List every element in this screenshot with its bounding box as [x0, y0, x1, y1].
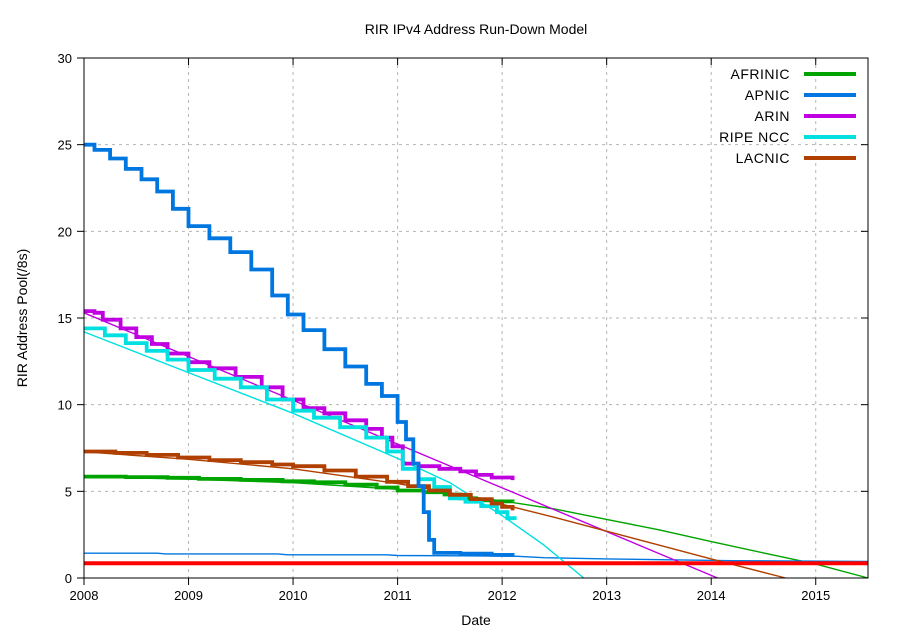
series-lacnic-model-line — [83, 451, 786, 579]
y-tick-label: 0 — [65, 571, 72, 586]
legend-item-arin: ARIN — [719, 105, 856, 126]
x-tick-label: 2009 — [174, 588, 203, 603]
x-tick-label: 2015 — [801, 588, 830, 603]
legend-label: APNIC — [744, 86, 790, 103]
legend-swatch — [804, 71, 856, 76]
legend-label: LACNIC — [735, 149, 790, 166]
series-ripe-ncc-model-line — [83, 331, 585, 579]
x-tick-label: 2011 — [384, 588, 412, 603]
legend-item-ripe-ncc: RIPE NCC — [719, 126, 856, 147]
legend-item-apnic: APNIC — [719, 84, 856, 105]
x-tick-label: 2013 — [592, 588, 621, 603]
y-tick-label: 30 — [58, 51, 72, 66]
y-tick-label: 20 — [58, 224, 72, 239]
series-ripe-ncc-actual-line — [84, 326, 517, 521]
series-arin-actual-line — [84, 309, 515, 481]
legend-swatch — [804, 113, 856, 118]
legend-label: AFRINIC — [730, 65, 790, 82]
series-apnic-actual-line — [84, 142, 515, 557]
chart-title: RIR IPv4 Address Run-Down Model — [364, 21, 588, 37]
legend: AFRINIC APNIC ARIN RIPE NCC LACNIC — [719, 63, 856, 168]
x-tick-label: 2014 — [697, 588, 726, 603]
x-tick-label: 2010 — [279, 588, 308, 603]
legend-item-lacnic: LACNIC — [719, 147, 856, 168]
series-lacnic-actual-line — [84, 449, 515, 511]
legend-swatch — [804, 155, 856, 160]
legend-item-afrinic: AFRINIC — [719, 63, 856, 84]
y-axis-label: RIR Address Pool(/8s) — [14, 248, 30, 388]
x-axis-label: Date — [461, 612, 491, 628]
legend-swatch — [804, 134, 856, 139]
legend-swatch — [804, 92, 856, 97]
x-tick-label: 2012 — [488, 588, 517, 603]
y-tick-label: 10 — [58, 398, 72, 413]
legend-label: RIPE NCC — [719, 128, 790, 145]
legend-label: ARIN — [754, 107, 790, 124]
y-tick-label: 15 — [58, 311, 72, 326]
x-tick-label: 2008 — [70, 588, 99, 603]
series-apnic-model-line — [84, 552, 869, 563]
y-tick-label: 5 — [65, 484, 72, 499]
y-tick-label: 25 — [58, 138, 72, 153]
